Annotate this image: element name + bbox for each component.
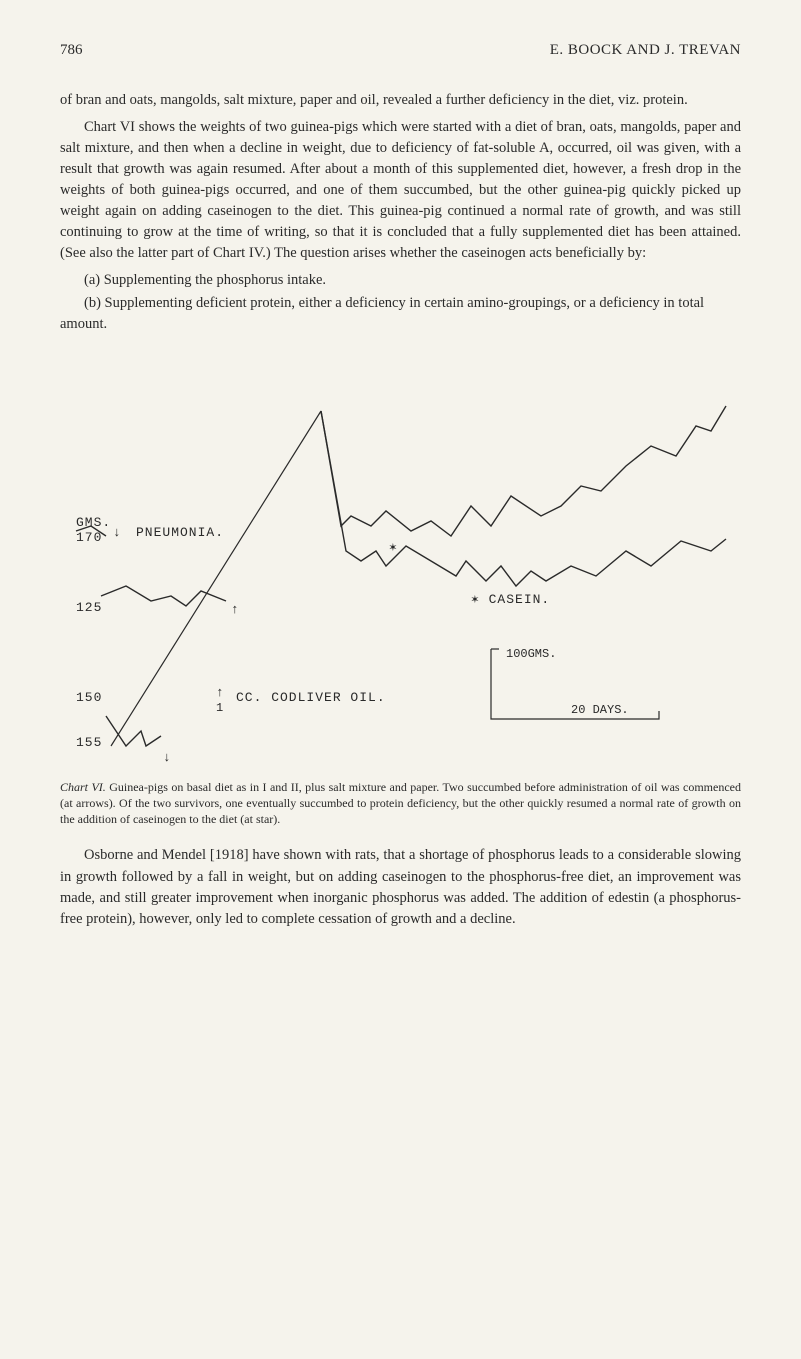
paragraph-2: Chart VI shows the weights of two guinea… [60, 117, 741, 264]
label-codliver: CC. CODLIVER OIL. [236, 690, 386, 705]
caption-lead: Chart VI. [60, 780, 106, 794]
chart-caption: Chart VI. Guinea-pigs on basal diet as i… [60, 779, 741, 828]
author-names: E. BOOCK AND J. TREVAN [550, 40, 741, 62]
death-arrow-3: ↓ [163, 750, 172, 765]
chart-line-bottom-left [101, 586, 226, 606]
list-item-b: (b) Supplementing deficient protein, eit… [60, 293, 741, 335]
label-125: 125 [76, 600, 102, 615]
label-150: 150 [76, 690, 102, 705]
label-gms: GMS. [76, 515, 111, 530]
label-casein: ✶ CASEIN. [471, 592, 550, 607]
list-item-a: (a) Supplementing the phosphorus intake. [60, 270, 741, 291]
up-arrow-2: ↑ [216, 685, 225, 700]
caption-body: Guinea-pigs on basal diet as in I and II… [60, 780, 741, 826]
label-1: 1 [216, 701, 223, 715]
label-20days: 20 DAYS. [571, 703, 629, 717]
chart-line-upper [321, 406, 726, 536]
label-pneumonia: PNEUMONIA. [136, 525, 224, 540]
page-header: 786 E. BOOCK AND J. TREVAN [60, 40, 741, 62]
label-170: 170 [76, 530, 102, 545]
chart-line-middle [321, 411, 726, 586]
label-155: 155 [76, 735, 102, 750]
paragraph-1: of bran and oats, mangolds, salt mixture… [60, 90, 741, 111]
star-marker: ✶ [389, 540, 398, 555]
death-arrow-1: ↓ [113, 525, 122, 540]
up-arrow-1: ↑ [231, 602, 240, 617]
chart-vi: GMS. 170 ↓ PNEUMONIA. 125 ↑ ✶ ✶ CASEIN. … [71, 351, 731, 771]
paragraph-3: Osborne and Mendel [1918] have shown wit… [60, 845, 741, 929]
label-100gms: 100GMS. [506, 647, 556, 661]
page-number: 786 [60, 40, 83, 62]
